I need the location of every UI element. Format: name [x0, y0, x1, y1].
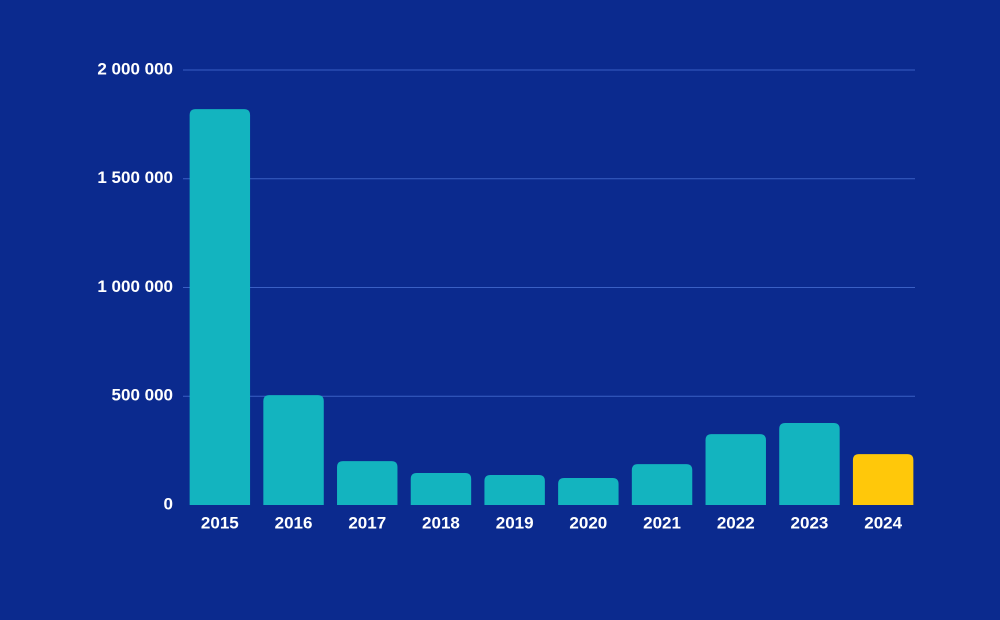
- y-tick-label: 500 000: [112, 386, 173, 405]
- bar: [263, 395, 324, 505]
- bar: [189, 109, 251, 506]
- x-tick-label: 2015: [201, 513, 239, 532]
- bar: [558, 478, 619, 505]
- bar: [484, 474, 545, 505]
- x-tick-label: 2024: [864, 513, 902, 532]
- x-tick-label: 2018: [422, 513, 460, 532]
- bar: [852, 454, 914, 505]
- x-tick-label: 2021: [643, 513, 681, 532]
- bar: [705, 434, 766, 505]
- bar: [631, 464, 693, 505]
- x-tick-label: 2016: [275, 513, 313, 532]
- y-tick-label: 2 000 000: [97, 59, 173, 78]
- x-tick-label: 2023: [791, 513, 829, 532]
- x-tick-label: 2020: [569, 513, 607, 532]
- bar: [337, 461, 398, 505]
- x-tick-label: 2022: [717, 513, 755, 532]
- y-tick-label: 1 500 000: [97, 168, 173, 187]
- x-tick-label: 2017: [348, 513, 386, 532]
- bar: [410, 473, 472, 505]
- bar: [779, 423, 840, 505]
- y-tick-label: 1 000 000: [97, 277, 173, 296]
- y-tick-label: 0: [164, 494, 173, 513]
- x-tick-label: 2019: [496, 513, 534, 532]
